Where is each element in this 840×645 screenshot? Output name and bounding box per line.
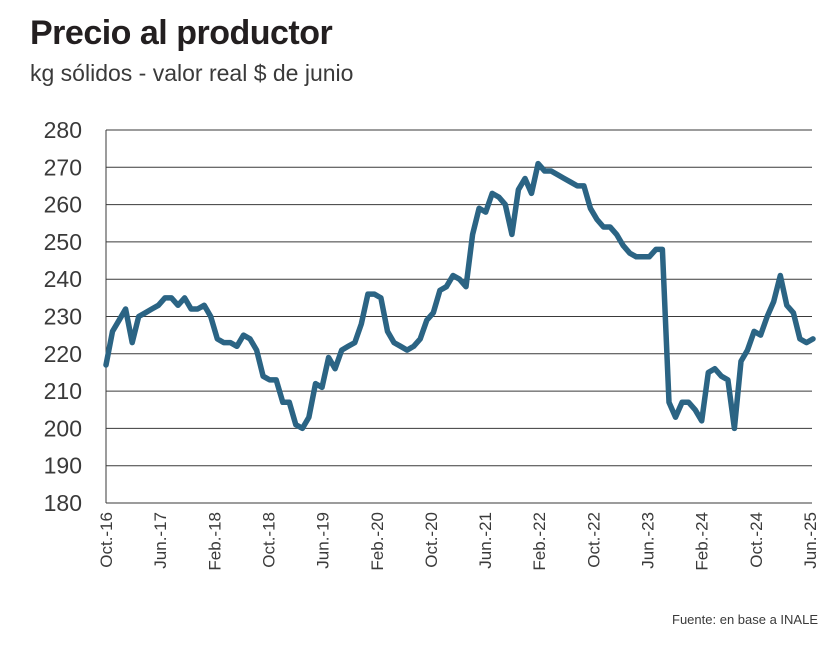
x-tick-label: Jun.-23 [639,512,658,569]
x-tick-label: Feb.-24 [693,512,712,571]
x-tick-label: Feb.-20 [368,512,387,571]
x-tick-label: Jun.-17 [151,512,170,569]
x-tick-label: Feb.-22 [530,512,549,571]
x-tick-label: Oct.-18 [259,512,278,568]
y-tick-label: 260 [44,192,82,218]
y-tick-label: 240 [44,266,82,292]
y-tick-label: 190 [44,453,82,479]
series-layer [103,160,816,432]
x-tick-label: Oct.-16 [97,512,116,568]
y-tick-label: 250 [44,229,82,255]
y-axis-ticks: 280 270 260 250 240 230 220 210 200 190 180 [44,117,82,516]
chart-subtitle: kg sólidos - valor real $ de junio [30,60,354,86]
x-tick-label: Feb.-18 [205,512,224,571]
y-tick-label: 220 [44,341,82,367]
x-tick-label: Jun.-21 [476,512,495,569]
series-line [103,160,816,432]
y-tick-label: 230 [44,304,82,330]
y-tick-label: 200 [44,415,82,441]
x-tick-label: Oct.-20 [422,512,441,568]
x-tick-label: Jun.-19 [314,512,333,569]
x-tick-label: Oct.-22 [584,512,603,568]
y-tick-label: 270 [44,154,82,180]
source-note: Fuente: en base a INALE [672,612,818,627]
x-tick-label: Jun.-25 [801,512,820,569]
x-axis-ticks: Oct.-16 Jun.-17 Feb.-18 Oct.-18 Jun.-19 Feb.-… [97,512,820,571]
y-tick-label: 210 [44,378,82,404]
grid-lines [105,129,812,504]
x-tick-label: Oct.-24 [747,512,766,568]
y-tick-label: 180 [44,490,82,516]
y-tick-label: 280 [44,117,82,143]
chart-title: Precio al productor [30,14,333,52]
